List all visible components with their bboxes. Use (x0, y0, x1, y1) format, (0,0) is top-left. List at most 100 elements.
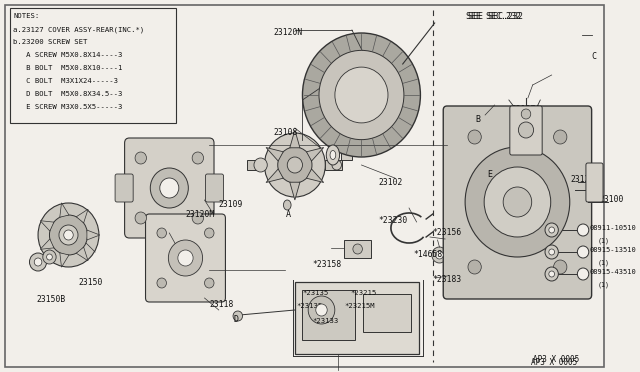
Bar (364, 294, 411, 332)
Polygon shape (307, 169, 324, 183)
Circle shape (157, 278, 166, 288)
Circle shape (554, 260, 567, 274)
Bar (10, 8, 176, 123)
Circle shape (432, 247, 447, 263)
Polygon shape (307, 148, 324, 161)
Circle shape (316, 304, 327, 316)
Circle shape (319, 50, 404, 140)
Text: AP3 X 0005: AP3 X 0005 (531, 358, 577, 367)
Text: 23150: 23150 (78, 278, 102, 287)
Circle shape (160, 178, 179, 198)
Circle shape (150, 168, 188, 208)
Polygon shape (76, 247, 88, 261)
Circle shape (47, 254, 52, 260)
Circle shape (503, 187, 532, 217)
Text: 23100: 23100 (599, 195, 623, 204)
Text: 23109: 23109 (219, 200, 243, 209)
Circle shape (332, 160, 342, 170)
Circle shape (436, 251, 444, 259)
Circle shape (64, 230, 73, 240)
Text: 23102: 23102 (379, 178, 403, 187)
Text: E SCREW M3X0.5X5-----3: E SCREW M3X0.5X5-----3 (13, 104, 123, 110)
Circle shape (484, 167, 551, 237)
Text: *23158: *23158 (312, 260, 341, 269)
Circle shape (157, 228, 166, 238)
Text: C: C (591, 52, 596, 61)
Circle shape (178, 250, 193, 266)
Text: 23150B: 23150B (36, 295, 65, 304)
Text: 23120N: 23120N (274, 28, 303, 37)
Circle shape (287, 157, 303, 173)
Circle shape (549, 227, 554, 233)
Circle shape (545, 245, 558, 259)
Bar (340, 152, 352, 160)
FancyBboxPatch shape (145, 214, 225, 302)
Text: *23183: *23183 (433, 275, 462, 284)
Circle shape (233, 311, 243, 321)
Circle shape (35, 258, 42, 266)
Bar (344, 240, 371, 258)
Text: N: N (579, 226, 583, 231)
FancyBboxPatch shape (115, 174, 133, 202)
Circle shape (205, 228, 214, 238)
Circle shape (521, 109, 531, 119)
Polygon shape (60, 253, 69, 267)
Polygon shape (76, 209, 88, 223)
Circle shape (59, 225, 78, 245)
Circle shape (545, 267, 558, 281)
Polygon shape (60, 203, 69, 217)
Text: W: W (579, 248, 583, 253)
Text: 23108: 23108 (274, 128, 298, 137)
Bar (325, 160, 342, 170)
Circle shape (43, 250, 56, 264)
Circle shape (518, 122, 534, 138)
Circle shape (135, 212, 147, 224)
Bar (303, 290, 355, 340)
Polygon shape (290, 130, 300, 148)
Text: 23120M: 23120M (186, 210, 215, 219)
Text: A SCREW M5X0.8X14----3: A SCREW M5X0.8X14----3 (13, 52, 123, 58)
Text: (1): (1) (597, 259, 609, 266)
FancyBboxPatch shape (586, 163, 603, 202)
Circle shape (549, 249, 554, 255)
Ellipse shape (330, 151, 336, 160)
Text: 23118: 23118 (209, 300, 234, 309)
Text: SEE SEC.232: SEE SEC.232 (468, 12, 523, 21)
Circle shape (264, 133, 325, 197)
Text: NOTES:: NOTES: (13, 13, 40, 19)
Text: *23215: *23215 (350, 290, 376, 296)
Text: 08911-10510: 08911-10510 (589, 225, 636, 231)
Circle shape (168, 240, 203, 276)
Text: *23156: *23156 (433, 228, 462, 237)
Circle shape (468, 130, 481, 144)
Circle shape (577, 224, 589, 236)
Bar (247, 160, 264, 170)
Text: 08915-13510: 08915-13510 (589, 247, 636, 253)
Circle shape (308, 296, 335, 324)
FancyBboxPatch shape (444, 106, 591, 299)
Text: (1): (1) (597, 237, 609, 244)
Bar (445, 232, 466, 246)
Ellipse shape (326, 145, 340, 165)
Text: a.23127 COVER ASSY-REAR(INC.*): a.23127 COVER ASSY-REAR(INC.*) (13, 26, 145, 32)
Polygon shape (266, 169, 284, 183)
Bar (295, 282, 419, 354)
Circle shape (278, 147, 312, 183)
Text: *23135: *23135 (297, 303, 323, 309)
Text: *23133: *23133 (312, 318, 338, 324)
Ellipse shape (284, 200, 291, 210)
Circle shape (303, 33, 420, 157)
Polygon shape (290, 182, 300, 200)
Circle shape (38, 203, 99, 267)
Text: b.23200 SCREW SET: b.23200 SCREW SET (13, 39, 88, 45)
Polygon shape (87, 230, 100, 240)
Bar (447, 270, 466, 282)
FancyBboxPatch shape (125, 138, 214, 238)
Circle shape (549, 271, 554, 277)
Text: (1): (1) (597, 281, 609, 288)
Circle shape (353, 244, 362, 254)
FancyBboxPatch shape (510, 106, 542, 155)
Text: 23127B: 23127B (571, 175, 600, 184)
Text: *23135: *23135 (303, 290, 329, 296)
Circle shape (254, 158, 268, 172)
